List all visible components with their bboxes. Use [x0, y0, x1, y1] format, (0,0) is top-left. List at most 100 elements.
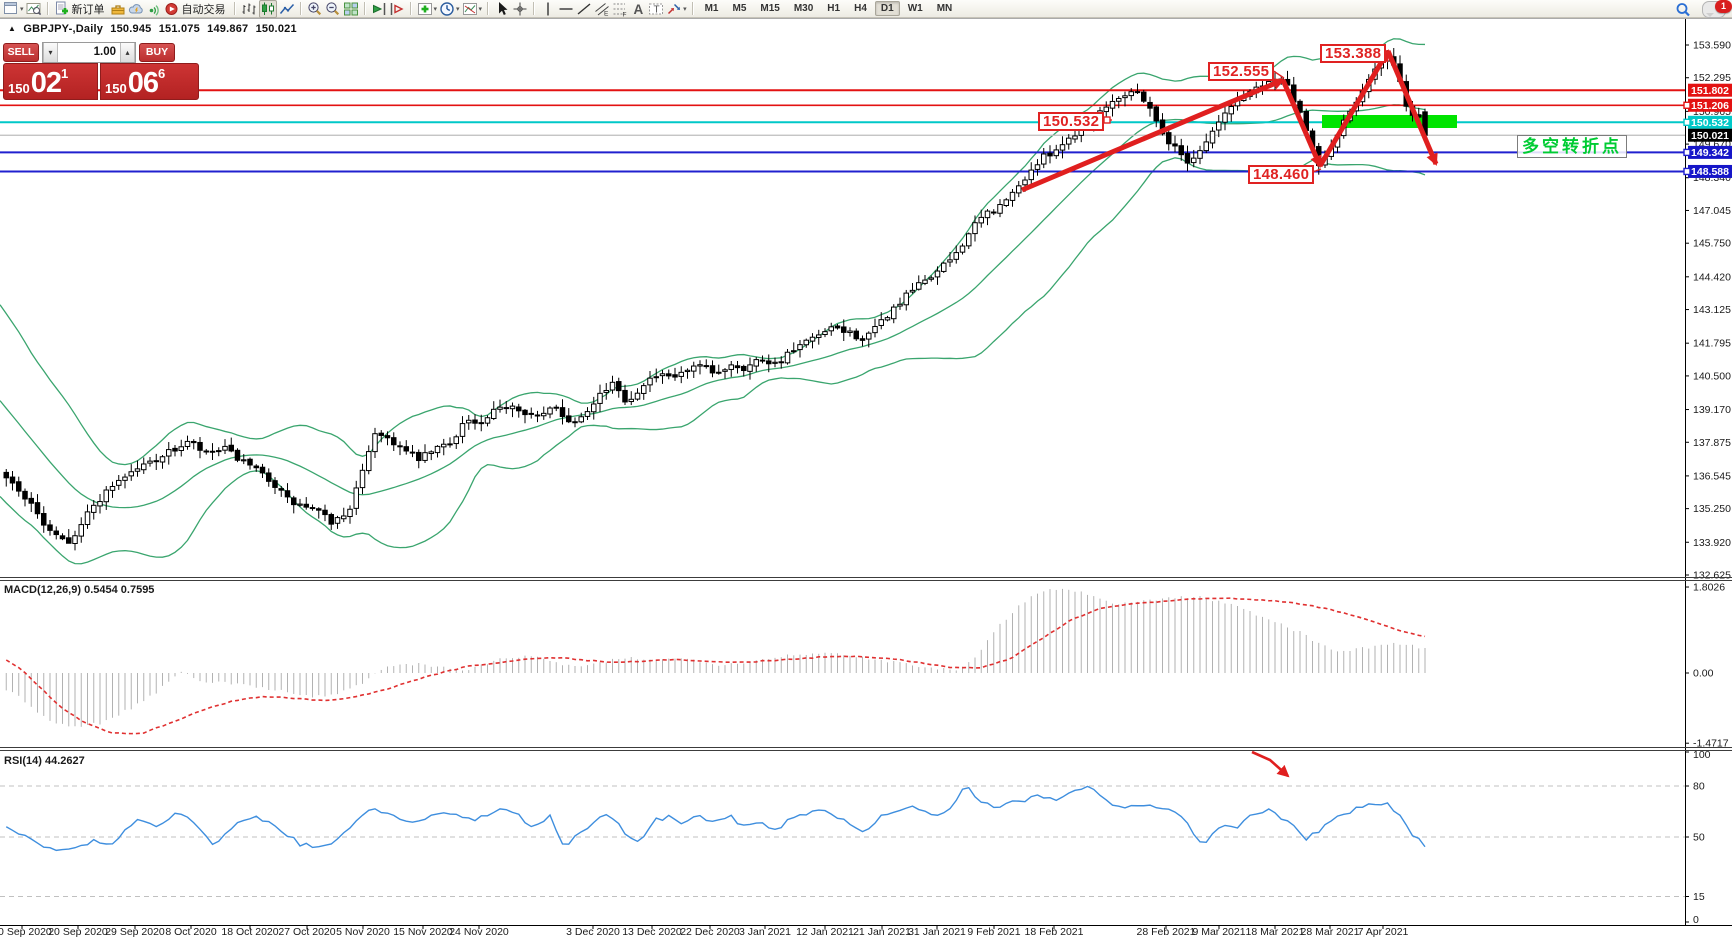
buy-price[interactable]: 150 06 6	[100, 63, 199, 100]
candle	[416, 451, 422, 462]
hline-icon[interactable]	[558, 1, 574, 17]
x-date-label: 27 Oct 2020	[278, 926, 335, 938]
timeframe-w1[interactable]: W1	[907, 3, 923, 14]
arrows-icon[interactable]: ▾	[666, 1, 687, 17]
timeframe-h4[interactable]: H4	[854, 3, 867, 14]
x-date-label: 20 Sep 2020	[48, 926, 108, 938]
trend-arrow[interactable]	[1021, 77, 1285, 193]
toolbar-separator	[363, 2, 366, 15]
x-date-label: 7 Apr 2021	[1358, 926, 1409, 938]
timeframe-mn[interactable]: MN	[936, 3, 953, 14]
pane-separators[interactable]	[0, 577, 1732, 926]
y-tick: 137.875	[1693, 437, 1731, 449]
candle	[353, 487, 359, 509]
metaeditor-icon[interactable]	[128, 1, 144, 17]
chart-shift-icon[interactable]	[389, 1, 405, 17]
candle	[734, 365, 741, 369]
volume-input[interactable]	[58, 42, 120, 62]
candle	[347, 508, 353, 518]
candle	[234, 449, 241, 461]
bb-middle	[0, 104, 1426, 509]
timeframe-m5[interactable]: M5	[732, 3, 747, 14]
templates-icon[interactable]: ▾	[462, 1, 482, 17]
vline-icon[interactable]	[540, 1, 556, 17]
timeframe-h1[interactable]: H1	[827, 3, 841, 14]
candle	[716, 371, 722, 374]
quote-line: ▲ GBPJPY-,Daily 150.945 151.075 149.867 …	[8, 23, 301, 35]
zoom-out-icon[interactable]	[325, 1, 341, 17]
crosshair-icon[interactable]	[512, 1, 528, 17]
candle	[103, 489, 109, 503]
buy-button[interactable]: BUY	[139, 42, 175, 62]
price-label-150.532[interactable]: 150.532	[1038, 112, 1105, 131]
periods-icon[interactable]: ▾	[439, 1, 460, 17]
x-date-label: 21 Jan 2021	[853, 926, 911, 938]
text-icon[interactable]: A	[630, 1, 646, 17]
fibonacci-icon[interactable]: F	[612, 1, 628, 17]
sell-button[interactable]: SELL	[3, 42, 39, 62]
chart-window[interactable]: 153.590 152.295 150.965 149.670 148.340 147.0…	[0, 18, 1732, 941]
sell-price[interactable]: 150 02 1	[3, 63, 98, 100]
trend-arrow[interactable]	[1385, 50, 1439, 166]
chart-canvas[interactable]: 153.590152.295150.965149.670148.340147.0…	[0, 18, 1732, 941]
candle	[303, 503, 309, 508]
line-chart-icon[interactable]	[279, 1, 295, 17]
volume-increase-button[interactable]: ▴	[120, 42, 135, 62]
trendline-icon[interactable]	[576, 1, 592, 17]
candle	[941, 262, 947, 272]
candle	[53, 530, 59, 536]
price-label-148.460[interactable]: 148.460	[1248, 165, 1315, 184]
zoom-in-icon[interactable]	[307, 1, 323, 17]
new-chart-icon[interactable]: ▾	[3, 1, 24, 17]
timeframe-m15[interactable]: M15	[760, 3, 780, 14]
notifications-icon[interactable]: 1	[1702, 0, 1732, 18]
timeframe-m30[interactable]: M30	[793, 3, 814, 14]
indicators-icon[interactable]: ▾	[417, 1, 437, 17]
cursor-icon[interactable]	[494, 1, 510, 17]
tile-windows-icon[interactable]	[343, 1, 359, 17]
channel-icon[interactable]: E	[594, 1, 610, 17]
profiles-icon[interactable]	[26, 1, 42, 17]
timeframe-m1[interactable]: M1	[704, 3, 719, 14]
toolbox-icon[interactable]	[110, 1, 126, 17]
autotrade-icon[interactable]: 自动交易	[164, 1, 229, 17]
rsi-tick: 50	[1693, 832, 1705, 844]
candle	[1153, 106, 1159, 122]
text-label-icon[interactable]: T	[648, 1, 664, 17]
candle	[1034, 164, 1041, 170]
search-icon[interactable]	[1675, 2, 1691, 18]
price-label-152.555[interactable]: 152.555	[1208, 62, 1275, 81]
rsi-down-arrow[interactable]	[1251, 750, 1290, 778]
timeframe-d1[interactable]: D1	[874, 1, 900, 16]
candle	[1109, 100, 1116, 109]
auto-scroll-icon[interactable]	[371, 1, 387, 17]
candles-chart-icon[interactable]	[258, 0, 277, 18]
turning-point-note[interactable]: 多空转折点	[1517, 135, 1627, 158]
signal-icon[interactable]	[146, 1, 162, 17]
trend-zigzag-arrows[interactable]	[1021, 49, 1439, 193]
candle	[1009, 191, 1016, 201]
candle	[1003, 199, 1009, 207]
candle	[1116, 97, 1122, 102]
price-badge-150.532	[1688, 115, 1732, 129]
trend-arrow[interactable]	[1280, 79, 1323, 168]
candle	[984, 210, 991, 219]
new-order-icon[interactable]: 新订单	[54, 1, 108, 17]
volume-decrease-button[interactable]: ▾	[43, 42, 58, 62]
trend-arrow[interactable]	[1317, 49, 1391, 168]
toolbar-separator	[299, 2, 302, 15]
candle	[1297, 100, 1303, 113]
price-badge-148.588	[1688, 164, 1732, 178]
toolbar-separator	[409, 2, 412, 15]
candle	[366, 451, 372, 472]
price-label-153.388[interactable]: 153.388	[1320, 44, 1387, 63]
bars-chart-icon[interactable]	[241, 1, 257, 17]
candle	[834, 325, 841, 329]
candle	[684, 369, 691, 373]
y-tick: 144.420	[1693, 271, 1731, 283]
x-date-label: 28 Feb 2021	[1137, 926, 1196, 938]
candle	[709, 365, 716, 374]
candle	[659, 373, 666, 377]
price-axis[interactable]: 153.590152.295150.965149.670148.340147.0…	[0, 18, 1732, 925]
